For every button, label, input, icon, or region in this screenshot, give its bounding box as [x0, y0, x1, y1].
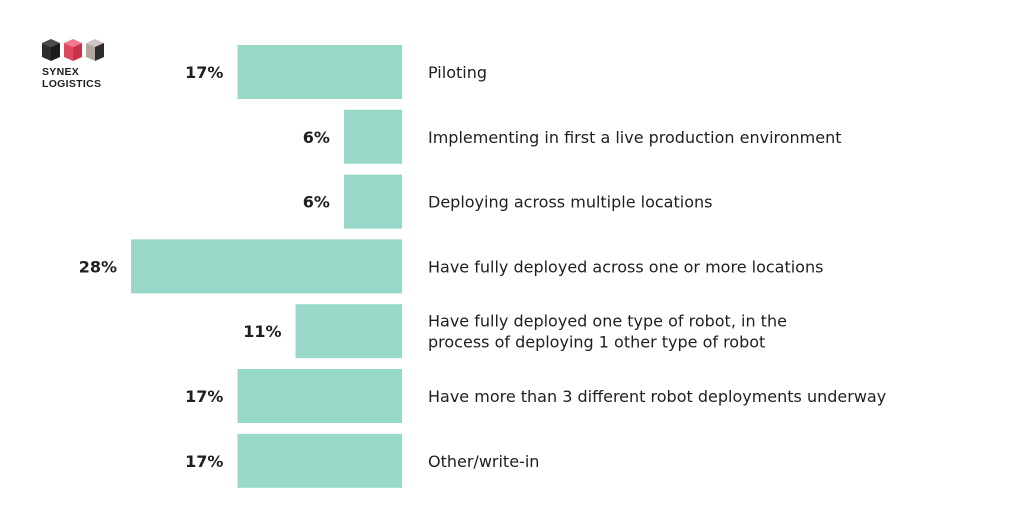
logo-line-2: LOGISTICS: [42, 78, 102, 90]
value-label: 6%: [303, 193, 330, 212]
category-label: Implementing in first a live production …: [428, 128, 842, 147]
bar: [237, 433, 402, 488]
value-label: 6%: [303, 128, 330, 147]
bar: [237, 369, 402, 423]
category-label: Piloting: [428, 63, 487, 82]
bar: [343, 109, 402, 164]
category-label: Have fully deployed across one or more l…: [428, 257, 823, 276]
value-label: 28%: [79, 257, 117, 276]
bar: [131, 239, 402, 294]
category-label: Other/write-in: [428, 452, 539, 471]
category-label: Have fully deployed one type of robot, i…: [428, 312, 787, 352]
category-label: Deploying across multiple locations: [428, 193, 712, 212]
value-label: 17%: [185, 63, 223, 82]
logo-line-1: SYNEX: [42, 66, 80, 78]
logo-text: SYNEX LOGISTICS: [42, 66, 101, 90]
logo-cube-red: [64, 39, 82, 61]
logo-cube-taupe: [86, 39, 104, 61]
bar: [343, 174, 402, 229]
value-label: 17%: [185, 452, 223, 471]
logo-cube-dark: [42, 39, 60, 61]
value-label: 11%: [243, 322, 281, 341]
bar: [295, 304, 402, 359]
logo-mark: [42, 39, 104, 61]
category-label: Have more than 3 different robot deploym…: [428, 387, 886, 406]
bar: [237, 45, 402, 99]
value-label: 17%: [185, 387, 223, 406]
